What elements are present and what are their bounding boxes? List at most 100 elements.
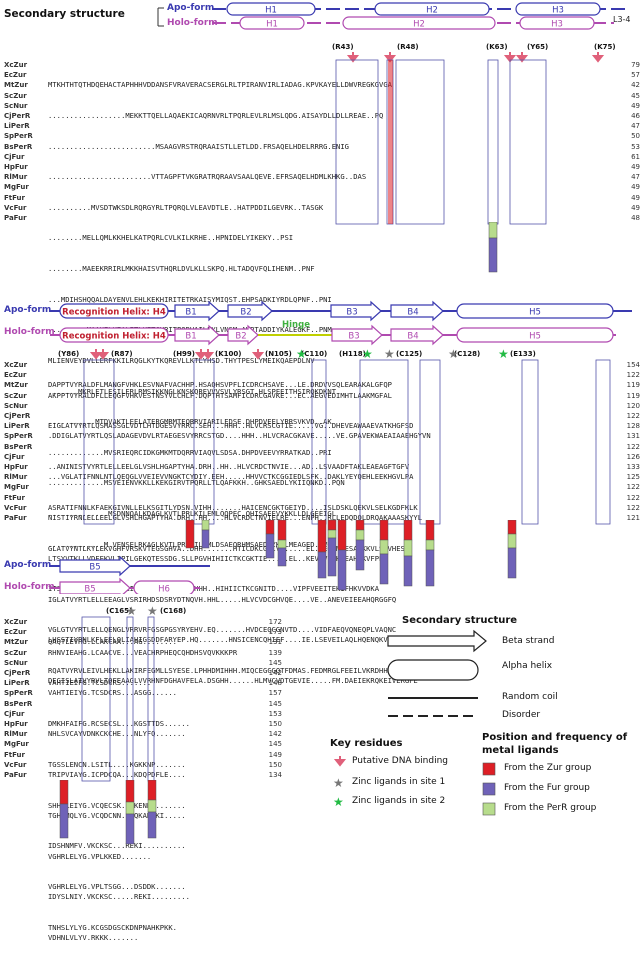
legend-dna: Putative DNA binding	[352, 756, 448, 766]
apo-helix-h3: H3	[515, 2, 601, 16]
seq-row: ........................VTTAGPFTVKGRATRQ…	[48, 172, 367, 182]
seq-row: VGLGTVYRTLELLQENGLVRRVRFGSGPGSYRYEHV.EQ.…	[48, 625, 397, 635]
key-c125: (C125)	[396, 350, 423, 358]
seq-name: ScNur	[4, 101, 28, 110]
seq-row: NHLSVCAYVDNKCKCHE...NLYFQ.......	[48, 729, 186, 739]
legend-zur: From the Zur group	[504, 763, 592, 773]
seq-name: PaFur	[4, 214, 27, 223]
block2-conservation-boxes	[83, 359, 611, 525]
seq-name: FtFur	[4, 193, 25, 202]
svg-text:Recognition Helix: H4: Recognition Helix: H4	[62, 308, 166, 318]
seq-row: TGSSLENCN.LSITL....KGKKNP.......	[48, 759, 186, 769]
beta-strand-symbol	[387, 629, 487, 653]
svg-text:B4: B4	[407, 332, 418, 342]
block3-key-markers: ★ ★	[126, 604, 158, 618]
seq-row: SHHRLEIYG.VCQECSK...KENH........	[48, 800, 186, 810]
holo-form-label: Holo-form	[167, 18, 218, 28]
svg-text:Recognition Helix: H4: Recognition Helix: H4	[62, 332, 166, 342]
legend-alpha: Alpha helix	[502, 661, 553, 671]
svg-text:H1: H1	[266, 20, 278, 30]
seq-row: EIGLATVYRTLQSMASSGLVDTLHTDGESVYRRC.SEH..…	[48, 421, 414, 431]
dna-arrow-icon	[333, 756, 347, 767]
legend-metal-title-1: Position and frequency of	[482, 732, 628, 743]
key-k100: (K100)	[215, 350, 242, 358]
holo-helix-h2: H2	[342, 16, 496, 30]
seq-row: IDSHNMFV.VKCKSC...REKI..........	[48, 841, 186, 851]
seq-row: MLIENVEYDVLLERFKKILRQGLKYTKQREVLLKTLYHSD…	[48, 355, 315, 365]
key-e133: (E133)	[510, 350, 536, 358]
seq-row: DEGISLATVYRVLTQFEAAGLVVRHNFDGHAVFELA.DSG…	[48, 676, 418, 686]
holo-form-label-3: Holo-form	[4, 582, 55, 592]
legend-coil: Random coil	[502, 692, 558, 702]
seq-row: ........MELLQMLKKHELKATPQRLCVLKILKRHE..H…	[48, 233, 294, 243]
svg-text:H2: H2	[426, 6, 438, 16]
svg-text:H2: H2	[413, 20, 425, 30]
svg-text:★: ★	[448, 347, 459, 361]
seq-row: MTKHTHTQTHDQEHACTAPHHHVDDANSFVRAVERACSER…	[48, 80, 392, 90]
holo-helix-h3: H3	[519, 16, 595, 30]
seq-row: TRIPVIAYG.ICPDCQA...KDQPDFLE....	[48, 770, 186, 780]
svg-text:B1: B1	[185, 308, 196, 318]
svg-text:H3: H3	[552, 6, 564, 16]
seq-row: QAQTLEVHG.LCAKCAA...AG........	[48, 637, 177, 647]
svg-text:B2: B2	[235, 332, 246, 342]
seq-row: .......MKRLETLESILERLRMSIKKNGLKNSKQREVVV…	[48, 386, 337, 396]
svg-text:★: ★	[384, 347, 395, 361]
legend-perr: From the PerR group	[504, 803, 597, 813]
seq-row: DMKHFAIFG.RCSECSL...KGSTTDS......	[48, 719, 190, 729]
seq-name: XcZur	[4, 61, 28, 69]
seq-row: .........................MSAAGVRSTRQRAAI…	[48, 141, 349, 151]
holo-helix-h1: H1	[239, 16, 305, 30]
seq-row: NISTIYRNLELLEELGLVSHLHGAPTYHA.DRH..HH...…	[48, 513, 423, 523]
seq-row: LHSSTIYRNLKFLEELQLIAHIGSDDFARYEP.HQ.....…	[48, 635, 401, 645]
seq-row: RHNVIEAHG.LCAACVE...VEACHRPHEQCQHDHSVQVK…	[48, 647, 238, 657]
seq-row: VDHNLVLYV.RKKK.......	[48, 933, 182, 943]
metal-bar-col	[185, 520, 517, 591]
legend-metal-swatches	[482, 762, 496, 816]
key-y86: (Y86)	[58, 350, 80, 358]
seq-row: GLATVYNTLKYLEKVGHFVRSKVTEGSGHVA..DHH....…	[48, 543, 410, 553]
block3-names: XcZur EcZur MtZur ScZur ScNur CjPerR LiPerR…	[4, 618, 33, 780]
seq-name: EcZur	[4, 71, 27, 80]
block1-numbers: 79 57 42 45 49 46 47 50 53 61 49 47 49 49 49 48	[631, 61, 640, 223]
key-k75: (K75)	[594, 43, 616, 51]
key-h99: (H99)	[173, 350, 195, 358]
secondary-structure-title: Secondary structure	[4, 8, 125, 20]
key-r87: (R87)	[111, 350, 133, 358]
key-r48: (R48)	[397, 43, 419, 51]
key-n105: (N105)	[265, 350, 292, 358]
seq-row: ..............MSDNNQALKDAGLKVTLPRLKILEML…	[48, 508, 337, 518]
alpha-helix-symbol	[387, 659, 479, 681]
svg-text:B3: B3	[346, 308, 357, 318]
svg-text:B4: B4	[407, 308, 418, 318]
legend-fur: From the Fur group	[504, 783, 590, 793]
block3-metal-bars	[59, 780, 157, 845]
seq-name: ScZur	[4, 91, 27, 100]
legend-ss-title: Secondary structure	[402, 615, 518, 626]
seq-row: ..ANINISTVYRTLELLEELGLVSHLHGAPTYHA.DRH..…	[48, 462, 410, 472]
block3-numbers: 172 173 131 139 145 142 148 157 145 153 150 14…	[268, 618, 282, 780]
block1-metal-bars	[488, 222, 498, 273]
seq-row: VGHRLELYG.VPLTSGG...DSDDK.......	[48, 882, 186, 892]
block2-key-markers: ★ ★ ★ ★ ★	[89, 347, 509, 361]
holo-form-label-2: Holo-form	[4, 327, 55, 337]
svg-text:★: ★	[498, 347, 509, 361]
legend-ss-symbols	[387, 629, 487, 717]
legend-zinc2: Zinc ligands in site 2	[352, 796, 446, 806]
block1-conservation-boxes	[335, 59, 547, 225]
svg-text:★: ★	[296, 347, 307, 361]
hinge-label: Hinge	[282, 320, 310, 330]
svg-text:H6: H6	[158, 585, 170, 595]
seq-row: IDYSLNIY.VKCKSC.....REKI.........	[48, 892, 190, 902]
legend-beta: Beta strand	[502, 636, 555, 646]
legend-zinc1: Zinc ligands in site 1	[352, 777, 446, 787]
apo-form-label: Apo-form	[167, 3, 215, 13]
key-h118: (H118)	[339, 350, 366, 358]
fur-swatch	[482, 782, 496, 796]
legend-key-residues-title: Key residues	[330, 738, 403, 749]
block1-names: XcZur EcZur MtZur ScZur ScNur CjPerR LiP…	[4, 60, 48, 223]
block3-secondary-structure: B5 B5 H6	[50, 555, 210, 595]
seq-row: .DDIGLATVYRTLQSLADAGEVDVLRTAEGESVYRRCSTG…	[48, 431, 431, 441]
seq-row: RQATVYRVLEIVLHEKLLAKIRFEGMLLSYESE.LPHHDM…	[48, 666, 405, 676]
seq-name: SpPerR	[4, 132, 33, 141]
